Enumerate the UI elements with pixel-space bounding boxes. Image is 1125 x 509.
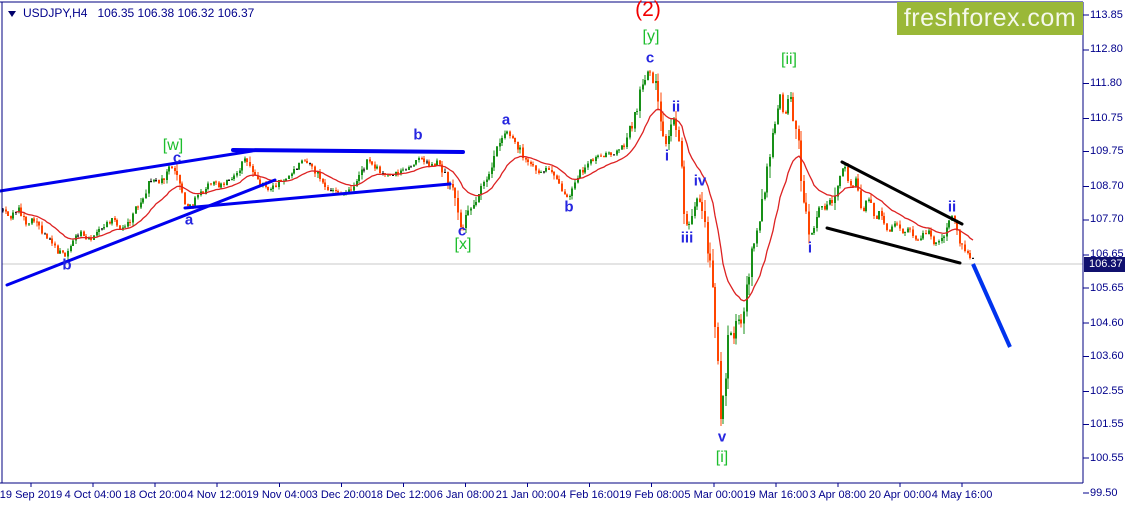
wave-label-iv[interactable]: iv — [693, 172, 707, 190]
price-tick-label: 111.80 — [1090, 76, 1123, 89]
trendline-black-6[interactable] — [825, 226, 962, 265]
price-tick-label: 105.65 — [1090, 281, 1124, 294]
time-tick-label: 5 Mar 00:00 — [684, 489, 744, 501]
trendline-blue-3[interactable] — [231, 148, 465, 154]
time-tick-label: 6 Jan 08:00 — [436, 489, 495, 501]
wave-label-2[interactable]: (2) — [635, 0, 661, 21]
time-tick-label: 19 Feb 08:00 — [619, 489, 685, 501]
time-tick-label: 4 Oct 04:00 — [64, 489, 122, 501]
wave-label-b[interactable]: b — [564, 198, 574, 216]
ohlc-values: 106.35 106.38 106.32 106.37 — [97, 6, 255, 20]
price-tick-label: 100.55 — [1090, 451, 1124, 464]
time-tick-label: 18 Dec 12:00 — [370, 489, 437, 501]
price-tick-label: 112.80 — [1090, 43, 1123, 56]
banner-text: freshforex.com — [903, 4, 1077, 32]
time-tick-label: 4 Nov 12:00 — [187, 489, 247, 501]
candles — [2, 69, 974, 426]
wave-label-ii[interactable]: ii — [671, 98, 681, 116]
price-tick-label: 109.75 — [1090, 145, 1124, 158]
trendline-blue-4[interactable] — [183, 182, 452, 210]
price-tick-label: 103.60 — [1090, 349, 1124, 362]
current-price-badge: 106.37 — [1084, 256, 1125, 272]
time-tick-label: 19 Mar 16:00 — [743, 489, 809, 501]
time-tick-label: 19 Nov 04:00 — [246, 489, 312, 501]
wave-label-c[interactable]: c — [457, 222, 467, 240]
chart-title-bar: USDJPY,H4 106.35 106.38 106.32 106.37 — [8, 6, 254, 20]
price-tick-label: 107.70 — [1090, 213, 1124, 226]
wave-label-b[interactable]: b — [413, 126, 423, 144]
time-tick-label: 4 May 16:00 — [931, 489, 993, 501]
trendline-blue-1[interactable] — [0, 149, 254, 193]
trendline-black-5[interactable] — [840, 160, 964, 226]
time-tick-label: 18 Oct 20:00 — [123, 489, 187, 501]
wave-label-a[interactable]: a — [501, 111, 511, 129]
forecast-arrow-line[interactable] — [971, 263, 1012, 348]
wave-label-ii[interactable]: [ii] — [781, 51, 797, 68]
time-tick-label: 20 Apr 00:00 — [868, 489, 932, 501]
moving-average-line — [15, 108, 974, 302]
wave-label-iii[interactable]: iii — [680, 229, 694, 247]
price-tick-label: 108.70 — [1090, 180, 1124, 193]
price-tick-label: 101.55 — [1090, 418, 1124, 431]
price-tick-label: 104.60 — [1090, 316, 1124, 329]
time-tick-label: 19 Sep 2019 — [0, 489, 63, 501]
price-tick-label: 106.65 — [1090, 248, 1124, 261]
wave-label-i[interactable]: i — [807, 239, 813, 257]
wave-label-v[interactable]: v — [717, 428, 727, 446]
time-tick-label: 3 Apr 08:00 — [809, 489, 867, 501]
wave-label-i[interactable]: i — [664, 147, 670, 165]
symbol-dropdown-icon[interactable] — [8, 11, 16, 17]
trendline-blue-2[interactable] — [5, 178, 277, 287]
wave-label-w[interactable]: [w] — [162, 137, 184, 154]
price-tick-label: 99.50 — [1090, 486, 1118, 499]
wave-label-ii[interactable]: ii — [947, 198, 957, 216]
wave-label-x[interactable]: [x] — [454, 236, 472, 253]
wave-label-b[interactable]: b — [62, 256, 72, 274]
time-tick-label: 4 Feb 16:00 — [560, 489, 619, 501]
wave-label-c[interactable]: c — [645, 49, 655, 67]
wave-label-y[interactable]: [y] — [642, 28, 660, 45]
wave-label-i[interactable]: [i] — [715, 449, 729, 466]
price-tick-label: 113.85 — [1090, 8, 1123, 21]
wave-label-c[interactable]: c — [172, 149, 182, 167]
wave-label-a[interactable]: a — [184, 211, 194, 229]
time-tick-label: 21 Jan 00:00 — [495, 489, 560, 501]
price-tick-label: 110.75 — [1090, 111, 1123, 124]
current-price-value: 106.37 — [1089, 257, 1123, 270]
time-tick-label: 3 Dec 20:00 — [311, 489, 372, 501]
symbol-timeframe-label: USDJPY,H4 — [23, 6, 88, 20]
freshforex-banner[interactable]: freshforex.com — [897, 2, 1083, 35]
price-tick-label: 102.55 — [1090, 384, 1124, 397]
